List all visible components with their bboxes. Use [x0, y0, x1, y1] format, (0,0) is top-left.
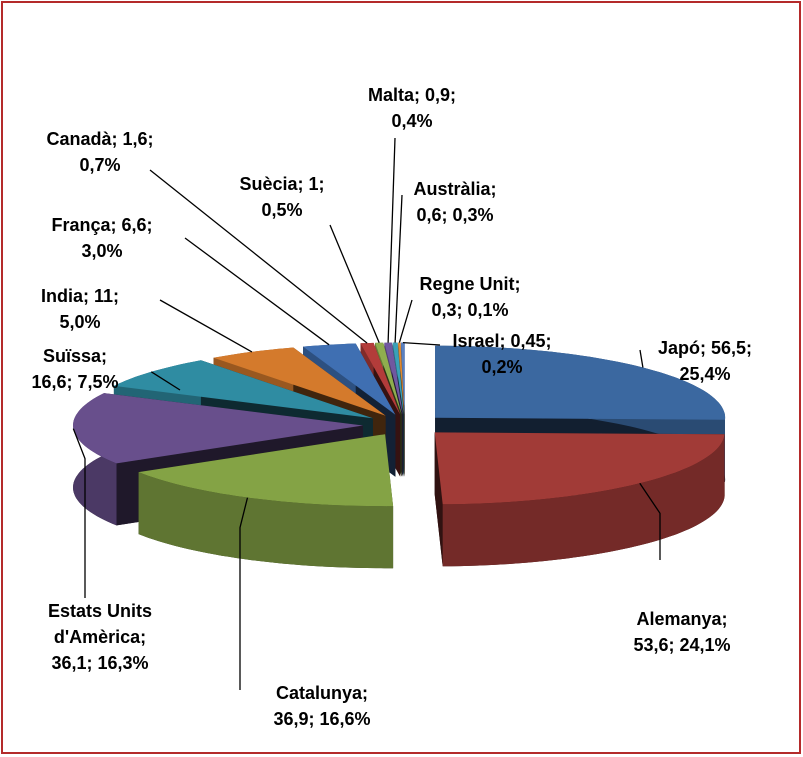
leader-line: [394, 194, 403, 343]
slice-top: [303, 343, 396, 415]
data-label: 0,6; 0,3%: [416, 205, 493, 225]
slice-top: [73, 393, 363, 464]
data-label: Canadà; 1,6;: [46, 129, 153, 149]
slice-wall: [434, 432, 443, 567]
slice-side: [138, 472, 394, 569]
slice-top: [384, 342, 403, 415]
data-label: Malta; 0,9;: [368, 85, 456, 105]
leader-line: [184, 237, 330, 346]
slice-top: [113, 360, 373, 419]
leader-line: [149, 169, 368, 344]
data-label: 36,9; 16,6%: [273, 709, 370, 729]
data-label: 0,4%: [391, 111, 432, 131]
data-label: Austràlia;: [413, 179, 496, 199]
slice: [434, 432, 725, 567]
data-label: Suïssa;: [43, 346, 107, 366]
slice-top: [392, 342, 404, 415]
leader-line: [387, 137, 396, 343]
data-label: 53,6; 24,1%: [633, 635, 730, 655]
leader-line: [239, 497, 249, 690]
leader-line: [72, 428, 86, 598]
data-label: 0,5%: [261, 200, 302, 220]
data-label: 0,7%: [79, 155, 120, 175]
leader-line: [639, 482, 661, 560]
data-label: India; 11;: [41, 286, 119, 306]
leader-line: [150, 371, 181, 391]
slice-top: [138, 434, 394, 507]
data-label: 3,0%: [81, 241, 122, 261]
slice-top: [434, 432, 725, 505]
leader-line: [398, 299, 413, 343]
data-label: Japó; 56,5;: [658, 338, 752, 358]
slice-side: [442, 434, 725, 567]
data-label: França; 6,6;: [51, 215, 152, 235]
data-label: 0,2%: [481, 357, 522, 377]
leader-line: [159, 299, 253, 353]
data-label: Estats Units: [48, 601, 152, 621]
slice-top: [213, 347, 386, 416]
slice: [138, 434, 394, 569]
data-label: Alemanya;: [636, 609, 727, 629]
data-label: 5,0%: [59, 312, 100, 332]
leader-line: [329, 224, 380, 344]
leader-line: [639, 349, 644, 368]
leader-line: [402, 341, 441, 346]
data-label: Catalunya;: [276, 683, 368, 703]
slice-top: [401, 342, 405, 415]
data-label: Israel; 0,45;: [452, 331, 551, 351]
data-label: 0,3; 0,1%: [431, 300, 508, 320]
slice-top: [375, 342, 402, 415]
data-label: d'Amèrica;: [54, 627, 146, 647]
data-label: Regne Unit;: [420, 274, 521, 294]
data-label: 36,1; 16,3%: [51, 653, 148, 673]
slice-top: [398, 342, 405, 415]
slice-top: [435, 345, 726, 420]
data-label: 25,4%: [679, 364, 730, 384]
data-label: 16,6; 7,5%: [31, 372, 118, 392]
data-label: Suècia; 1;: [239, 174, 324, 194]
slice-top: [360, 342, 401, 415]
